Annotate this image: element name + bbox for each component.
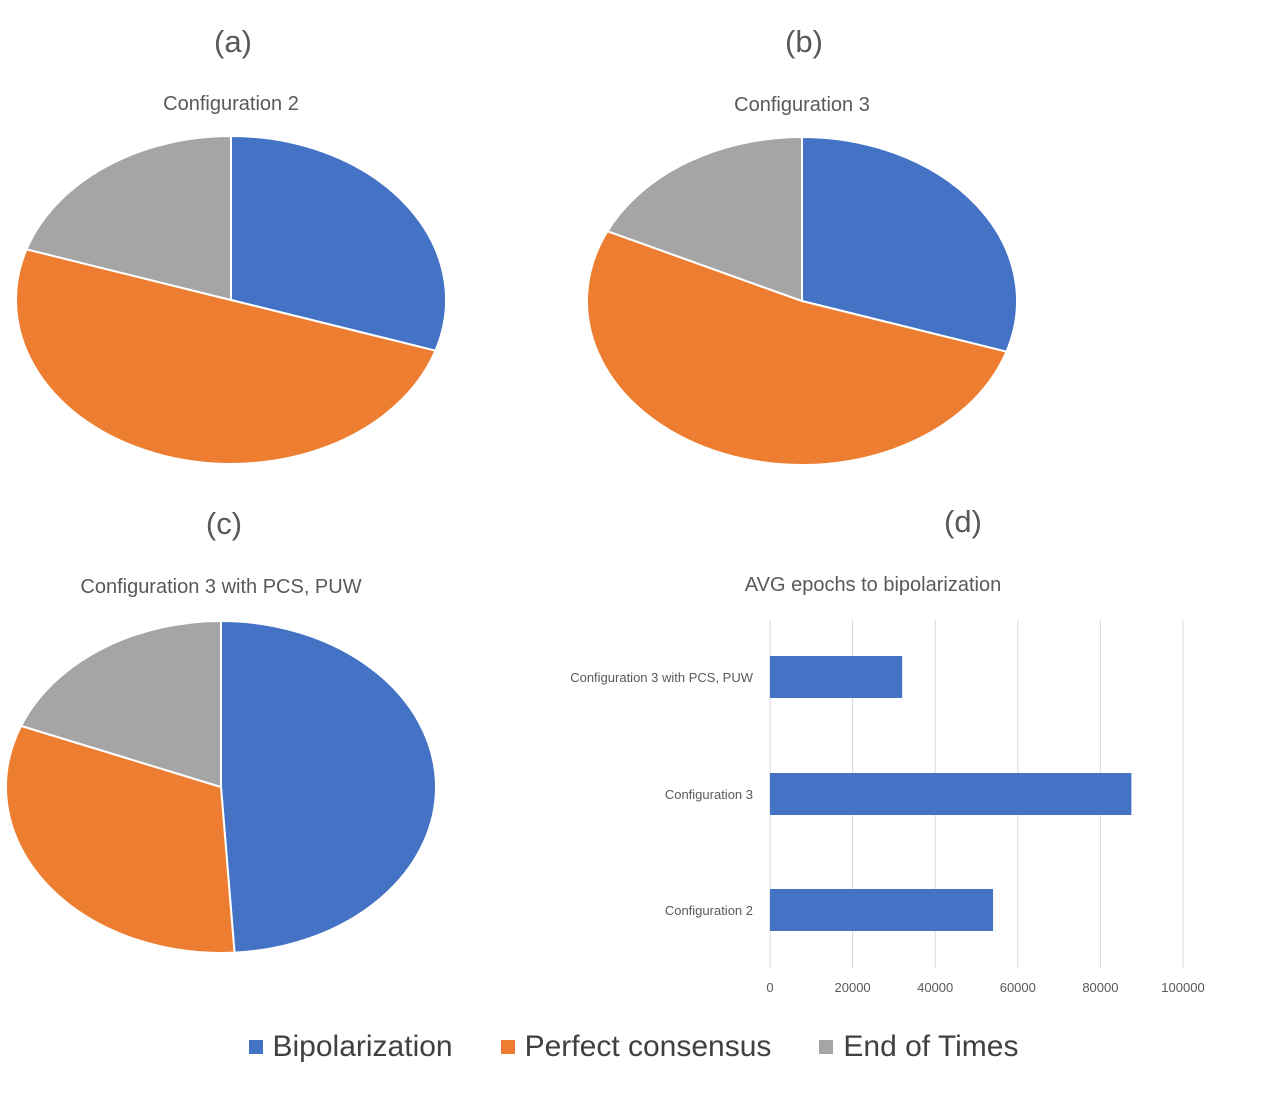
pie-slice-bipolarization: [230, 134, 447, 352]
panel-letter-c: (c): [205, 506, 243, 541]
bar-configuration-2: [770, 889, 994, 931]
x-tick-label: 40000: [917, 980, 953, 995]
x-tick-label: 20000: [835, 980, 871, 995]
x-tick-label: 60000: [1000, 980, 1036, 995]
pie-slice-bipolarization: [220, 619, 437, 954]
pie-chart-config-3-pcs-puw: [5, 619, 437, 954]
chart-title-config-3-pcs-puw: Configuration 3 with PCS, PUW: [80, 576, 362, 598]
pie-slice-end-of-times: [19, 619, 222, 789]
bar-chart-avg-epochs: 0 20000 40000 60000 80000 100000 Configuration…: [570, 620, 1205, 995]
y-category-label: Configuration 3 with PCS, PUW: [570, 670, 754, 685]
chart-title-config-3: Configuration 3: [734, 94, 870, 116]
y-category-label: Configuration 3: [665, 787, 753, 802]
legend-swatch-perfect-consensus: [500, 1040, 515, 1054]
legend-swatch-end-of-times: [819, 1040, 834, 1054]
y-category-label: Configuration 2: [665, 903, 753, 918]
legend-item-perfect-consensus: Perfect consensus: [500, 1030, 772, 1064]
panel-letter-a: (a): [214, 24, 252, 59]
pie-slice-perfect-consensus: [586, 229, 1008, 466]
pie-chart-config-3: [586, 135, 1018, 466]
pie-slice-perfect-consensus: [15, 248, 437, 465]
pie-slice-perfect-consensus: [5, 724, 236, 954]
legend-item-bipolarization: Bipolarization: [248, 1030, 453, 1064]
pie-slice-end-of-times: [25, 134, 232, 302]
bar-configuration-3: [770, 773, 1132, 815]
chart-title-config-2: Configuration 2: [163, 93, 299, 115]
pie-slice-bipolarization: [801, 135, 1018, 353]
chart-title-avg-epochs: AVG epochs to bipolarization: [744, 574, 1002, 596]
bar-configuration-3-with-pcs-puw: [770, 656, 903, 698]
panel-letter-b: (b): [785, 24, 823, 59]
x-tick-label: 100000: [1161, 980, 1204, 995]
legend-item-end-of-times: End of Times: [819, 1030, 1018, 1064]
legend-label-bipolarization: Bipolarization: [272, 1030, 453, 1063]
x-tick-label: 0: [766, 980, 773, 995]
x-tick-label: 80000: [1082, 980, 1118, 995]
legend-swatch-bipolarization: [248, 1040, 263, 1054]
legend-label-end-of-times: End of Times: [843, 1030, 1019, 1063]
pie-slice-end-of-times: [605, 135, 803, 303]
panel-letter-d: (d): [944, 504, 982, 539]
legend-label-perfect-consensus: Perfect consensus: [524, 1030, 772, 1063]
legend: Bipolarization Perfect consensus End of …: [0, 1030, 1267, 1064]
pie-chart-config-2: [15, 134, 447, 465]
